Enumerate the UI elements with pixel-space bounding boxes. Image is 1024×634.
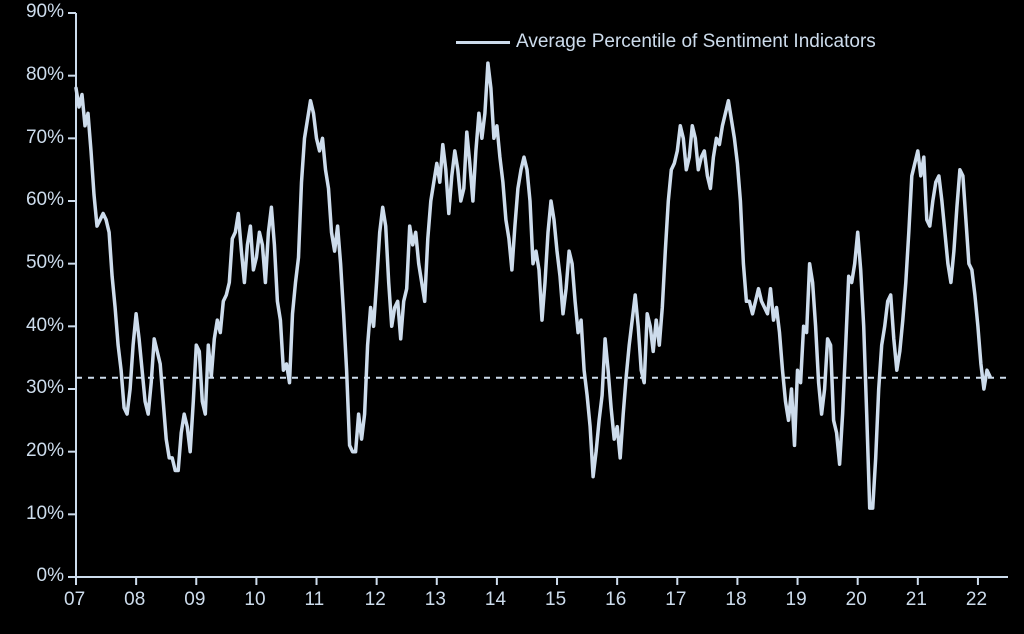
x-tick-label: 19: [786, 589, 807, 611]
y-tick-label: 60%: [26, 189, 64, 211]
x-tick-label: 20: [846, 589, 867, 611]
chart-svg: [0, 0, 1024, 634]
y-tick-label: 20%: [26, 440, 64, 462]
x-tick-label: 14: [485, 589, 506, 611]
x-tick-label: 08: [124, 589, 145, 611]
y-tick-label: 30%: [26, 377, 64, 399]
y-tick-label: 0%: [37, 565, 64, 587]
y-tick-label: 10%: [26, 503, 64, 525]
x-tick-label: 13: [425, 589, 446, 611]
y-tick-label: 80%: [26, 64, 64, 86]
x-tick-label: 22: [966, 589, 987, 611]
x-tick-label: 17: [665, 589, 686, 611]
x-tick-label: 09: [184, 589, 205, 611]
x-tick-label: 11: [305, 589, 325, 611]
sentiment-chart: 0% 10% 20% 30% 40% 50% 60% 70% 80% 90% 07 08 09 10 11 1…: [0, 0, 1024, 634]
x-tick-label: 16: [605, 589, 626, 611]
x-tick-label: 15: [545, 589, 566, 611]
legend-line: [456, 41, 510, 44]
y-tick-label: 70%: [26, 127, 64, 149]
x-tick-label: 18: [725, 589, 746, 611]
legend-label: Average Percentile of Sentiment Indicato…: [516, 31, 876, 53]
y-tick-label: 90%: [26, 1, 64, 23]
x-tick-label: 12: [365, 589, 386, 611]
y-tick-label: 40%: [26, 315, 64, 337]
x-tick-label: 07: [64, 589, 85, 611]
y-tick-label: 50%: [26, 252, 64, 274]
x-tick-label: 10: [244, 589, 265, 611]
x-tick-label: 21: [906, 589, 927, 611]
